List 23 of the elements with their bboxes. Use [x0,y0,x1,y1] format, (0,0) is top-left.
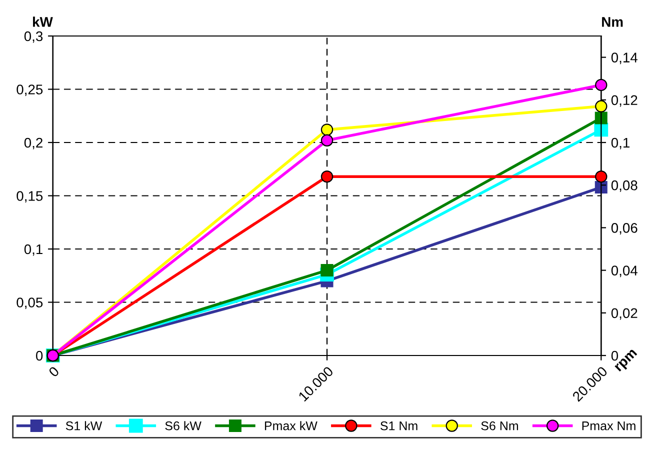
legend-label: Pmax kW [264,421,318,430]
y2-axis-title: Nm [602,17,623,27]
y-tick-label: 0 [36,350,43,361]
y2-tick-label: 0,06 [611,223,638,235]
y2-tick-label: 0,14 [611,52,638,64]
y-tick-label: 0,1 [24,244,42,256]
legend-label: Pmax Nm [582,422,636,430]
y-tick-label: 0,2 [24,138,42,150]
y2-tick-label: 0,12 [611,95,638,107]
y2-tick-label: 0,04 [611,266,638,278]
y2-tick-label: 0,02 [611,308,638,320]
x-tick-label: 0 [48,366,60,378]
legend-label: S6 Nm [481,421,518,430]
y-tick-label: 0,05 [16,298,43,310]
y-axis-title: kW [33,16,53,27]
legend-label: S6 kW [165,421,202,430]
y-tick-label: 0,3 [24,31,43,43]
y-tick-label: 0,25 [16,84,43,96]
legend-label: S1 Nm [380,421,418,430]
y-tick-label: 0,15 [16,191,43,203]
y2-tick-label: 0,1 [611,138,630,150]
legend-label: S1 kW [66,421,102,430]
y2-tick-label: 0,08 [611,180,638,192]
